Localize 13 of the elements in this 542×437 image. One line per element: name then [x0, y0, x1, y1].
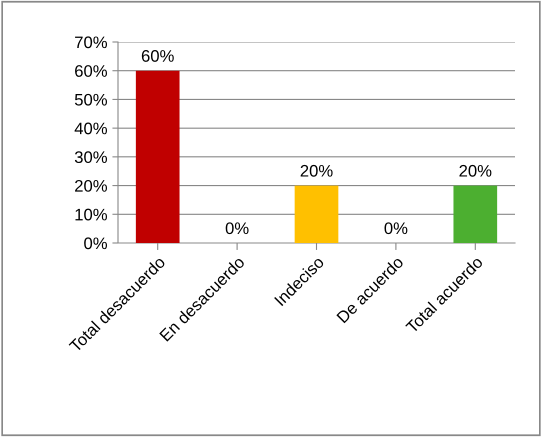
y-tick-label: 0% — [84, 237, 107, 250]
data-label: 0% — [384, 222, 408, 234]
y-tick-label: 50% — [74, 94, 107, 106]
data-label: 20% — [459, 164, 492, 177]
data-label: 60% — [142, 50, 174, 62]
data-label: 0% — [226, 222, 249, 234]
y-tick-label: 10% — [75, 208, 107, 220]
y-tick-label: 70% — [75, 36, 107, 48]
y-tick-label: 60% — [75, 65, 107, 77]
data-label: 20% — [300, 164, 333, 177]
y-tick-label: 40% — [74, 122, 107, 134]
y-tick-label: 20% — [75, 180, 107, 192]
y-tick-label: 30% — [74, 151, 107, 164]
